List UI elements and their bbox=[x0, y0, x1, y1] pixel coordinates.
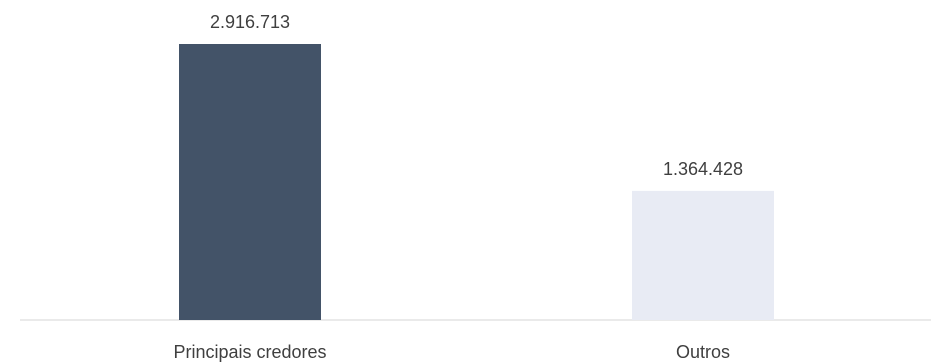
value-label: 1.364.428 bbox=[663, 159, 743, 179]
category-label: Outros bbox=[676, 342, 730, 362]
value-label: 2.916.713 bbox=[210, 12, 290, 32]
bar-outros bbox=[632, 190, 774, 320]
value-labels-group: 2.916.713 1.364.428 bbox=[210, 12, 743, 179]
bars-group bbox=[179, 44, 774, 320]
category-labels-group: Principais credores Outros bbox=[173, 342, 730, 362]
category-label: Principais credores bbox=[173, 342, 326, 362]
bar-principais-credores bbox=[179, 44, 321, 320]
